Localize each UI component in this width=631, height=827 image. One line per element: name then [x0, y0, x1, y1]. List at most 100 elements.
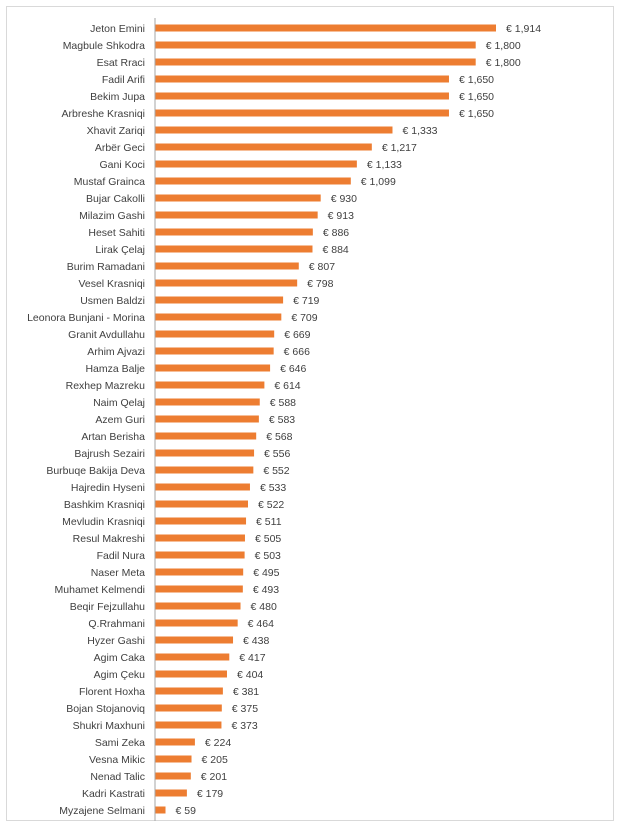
category-label: Q.Rrahmani: [88, 618, 145, 630]
value-label: € 930: [331, 193, 357, 205]
value-label: € 709: [291, 312, 317, 324]
value-label: € 522: [258, 499, 284, 511]
value-label: € 464: [248, 618, 274, 630]
bar: [155, 483, 250, 491]
category-label: Xhavit Zariqi: [87, 125, 145, 137]
value-label: € 588: [270, 397, 296, 409]
value-label: € 1,800: [486, 57, 521, 69]
bar: [155, 704, 222, 712]
bar: [155, 789, 187, 797]
category-label: Bashkim Krasniqi: [64, 499, 145, 511]
category-label: Agim Caka: [94, 652, 146, 664]
value-label: € 568: [266, 431, 292, 443]
bar: [155, 738, 195, 746]
bar: [155, 534, 245, 542]
value-label: € 666: [284, 346, 310, 358]
category-label: Bojan Stojanoviq: [66, 703, 145, 715]
category-label: Arbreshe Krasniqi: [62, 108, 145, 120]
bar: [155, 585, 243, 593]
value-label: € 552: [263, 465, 289, 477]
value-label: € 1,333: [402, 125, 437, 137]
category-label: Leonora Bunjani - Morina: [27, 312, 145, 324]
category-label: Kadri Kastrati: [82, 788, 145, 800]
value-label: € 669: [284, 329, 310, 341]
category-label: Arbër Geci: [95, 142, 145, 154]
bar: [155, 330, 275, 338]
bar: [155, 279, 298, 287]
value-label: € 556: [264, 448, 290, 460]
category-label: Fadil Arifi: [102, 74, 145, 86]
value-label: € 495: [253, 567, 279, 579]
bar: [155, 228, 313, 236]
bar: [155, 568, 244, 576]
category-label: Bekim Jupa: [90, 91, 145, 103]
value-label: € 404: [237, 669, 263, 681]
value-label: € 1,650: [459, 108, 494, 120]
category-label: Vesel Krasniqi: [78, 278, 145, 290]
bar: [155, 262, 299, 270]
value-label: € 201: [201, 771, 227, 783]
bar: [155, 75, 449, 83]
chart-frame: [6, 6, 614, 821]
category-label: Florent Hoxha: [79, 686, 145, 698]
bar: [155, 364, 271, 372]
bar: [155, 126, 393, 134]
value-label: € 807: [309, 261, 335, 273]
value-label: € 798: [307, 278, 333, 290]
value-label: € 381: [233, 686, 259, 698]
bar: [155, 619, 238, 627]
category-label: Jeton Emini: [90, 23, 145, 35]
bar: [155, 670, 227, 678]
bar: [155, 194, 321, 202]
bar: [155, 211, 318, 219]
bar: [155, 602, 241, 610]
bar: [155, 653, 230, 661]
category-label: Agim Çeku: [94, 669, 146, 681]
value-label: € 1,099: [361, 176, 396, 188]
category-labels-layer: Jeton Emini Magbule Shkodra Esat Rraci Fadi…: [27, 23, 145, 817]
category-label: Beqir Fejzullahu: [70, 601, 145, 613]
category-label: Gani Koci: [99, 159, 145, 171]
value-labels-layer: € 1,914 € 1,800 € 1,800 € 1,650 € 1,650 € 1,6…: [176, 23, 542, 817]
value-label: € 511: [256, 516, 282, 528]
category-label: Resul Makreshi: [73, 533, 145, 545]
bar: [155, 347, 274, 355]
category-label: Lirak Çelaj: [95, 244, 145, 256]
value-label: € 1,650: [459, 91, 494, 103]
category-label: Nenad Talic: [90, 771, 145, 783]
category-label: Esat Rraci: [97, 57, 145, 69]
bars-layer: [155, 24, 496, 814]
value-label: € 533: [260, 482, 286, 494]
value-label: € 205: [202, 754, 228, 766]
category-label: Bajrush Sezairi: [74, 448, 145, 460]
value-label: € 913: [328, 210, 354, 222]
category-label: Arhim Ajvazi: [87, 346, 145, 358]
value-label: € 614: [274, 380, 300, 392]
category-label: Naser Meta: [91, 567, 145, 579]
bar: [155, 58, 476, 66]
category-label: Hamza Balje: [85, 363, 145, 375]
bar: [155, 296, 284, 304]
bar: [155, 551, 245, 559]
bar: [155, 449, 255, 457]
category-label: Usmen Baldzi: [80, 295, 145, 307]
bar: [155, 466, 254, 474]
bar: [155, 92, 449, 100]
category-label: Naim Qelaj: [93, 397, 145, 409]
value-label: € 505: [255, 533, 281, 545]
category-label: Vesna Mikic: [89, 754, 145, 766]
bar: [155, 755, 192, 763]
value-label: € 503: [255, 550, 281, 562]
category-label: Artan Berisha: [81, 431, 145, 443]
value-label: € 1,217: [382, 142, 417, 154]
category-label: Heset Sahiti: [88, 227, 145, 239]
bar: [155, 687, 223, 695]
bar: [155, 398, 260, 406]
bar: [155, 245, 313, 253]
value-label: € 1,650: [459, 74, 494, 86]
bar: [155, 432, 257, 440]
category-label: Rexhep Mazreku: [66, 380, 146, 392]
bar: [155, 636, 234, 644]
value-label: € 884: [322, 244, 348, 256]
